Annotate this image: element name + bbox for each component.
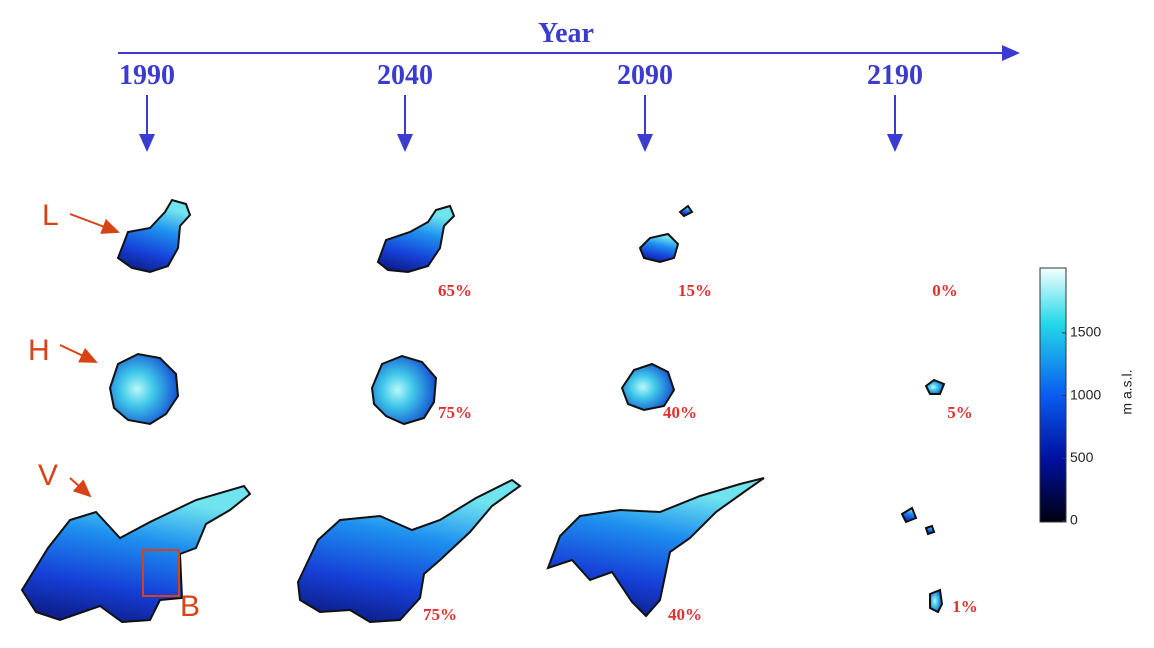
glacier-arrow (59, 344, 98, 363)
glaciers (20, 198, 946, 624)
area-share: 5% (947, 403, 973, 422)
area-share: 40% (663, 403, 697, 422)
glacier-label: V (38, 459, 58, 492)
area-share: 15% (678, 281, 712, 300)
colorbar-tick-label: 1500 (1070, 324, 1101, 340)
area-share: 0% (932, 281, 958, 300)
glacier-label: H (28, 334, 50, 367)
year-label: 2040 (377, 60, 433, 91)
area-share: 40% (668, 605, 702, 624)
glacier-arrow (69, 477, 92, 498)
year-label: 1990 (119, 60, 175, 91)
timeline: Year (118, 18, 1020, 61)
colorbar-label: m a.s.l. (1119, 369, 1135, 414)
area-share: 1% (952, 597, 978, 616)
area-share: 75% (438, 403, 472, 422)
colorbar-tick-label: 0 (1070, 512, 1078, 528)
year-label: 2090 (617, 60, 673, 91)
colorbar-tick-label: 500 (1070, 449, 1094, 465)
area-share: 75% (423, 605, 457, 624)
glacier-label: L (42, 199, 59, 232)
year-label: 2190 (867, 60, 923, 91)
timeline-title: Year (538, 18, 594, 49)
colorbar (1039, 267, 1067, 523)
glacier-arrow (69, 213, 120, 234)
box-label: B (180, 590, 200, 623)
colorbar-tick-label: 1000 (1070, 386, 1101, 402)
area-share: 65% (438, 281, 472, 300)
